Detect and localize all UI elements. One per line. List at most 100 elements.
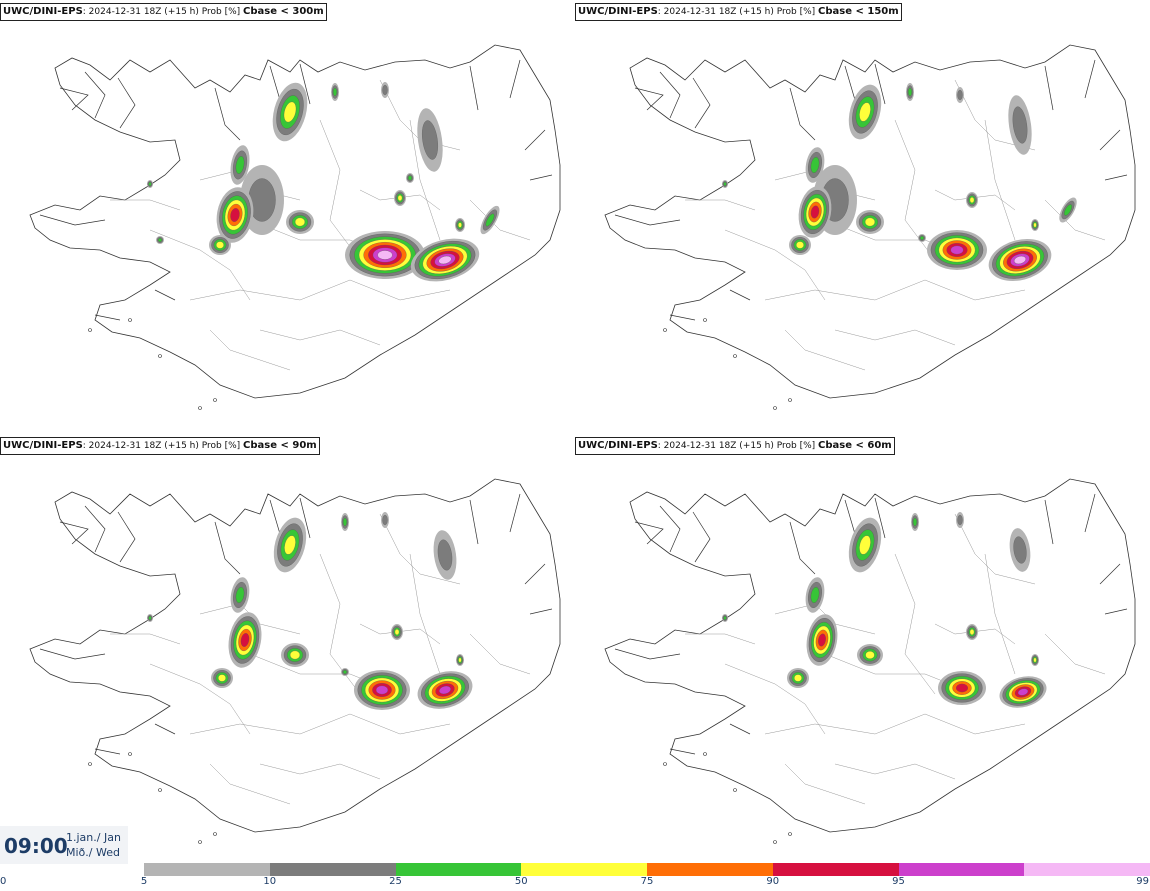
islet — [88, 328, 92, 332]
colorbar-segment — [772, 863, 899, 876]
probability-area — [148, 616, 152, 620]
probability-area — [920, 236, 924, 240]
probability-area — [218, 674, 226, 682]
colorbar-segment — [898, 863, 1025, 876]
fjord-line — [529, 608, 553, 615]
fjord-line — [154, 289, 176, 301]
region-boundary — [784, 329, 866, 371]
region-boundary — [409, 553, 441, 675]
islet — [213, 832, 217, 836]
islet — [158, 354, 162, 358]
probability-area — [810, 156, 820, 174]
fjord-line — [59, 87, 89, 111]
probability-area — [1013, 255, 1027, 265]
region-boundary — [409, 119, 441, 241]
cbase-threshold: Cbase < 90m — [243, 440, 317, 451]
fjord-line — [844, 65, 856, 101]
islet — [788, 832, 792, 836]
probability-area — [969, 629, 975, 635]
probability-area — [723, 182, 727, 186]
probability-area — [343, 517, 347, 527]
colorbar-tick-label: 95 — [892, 876, 905, 887]
fjord-line — [789, 521, 816, 575]
fjord-line — [509, 493, 521, 533]
valid-time: 09:00 — [4, 834, 68, 858]
fjord-line — [789, 87, 816, 141]
probability-area — [913, 517, 917, 527]
region-boundary — [1044, 199, 1106, 241]
fjord-line — [529, 174, 553, 181]
islet — [773, 406, 777, 410]
colorbar-segment — [647, 863, 774, 876]
fjord-line — [39, 648, 106, 660]
islet — [733, 788, 737, 792]
probability-area — [240, 633, 250, 647]
probability-area — [377, 250, 393, 260]
panel-title: UWC/DINI-EPS: 2024-12-31 18Z (+15 h) Pro… — [0, 3, 327, 21]
colorbar-tick-label: 25 — [389, 876, 402, 887]
probability-area — [408, 175, 412, 181]
map-panel-cbase-90: UWC/DINI-EPS: 2024-12-31 18Z (+15 h) Pro… — [0, 434, 575, 871]
islet — [788, 398, 792, 402]
fjord-line — [669, 314, 696, 321]
colorbar-tick-label: 0 — [0, 876, 7, 887]
region-boundary — [1044, 633, 1106, 675]
region-boundary — [764, 713, 1026, 735]
region-boundary — [764, 279, 1026, 301]
map-panel-cbase-150: UWC/DINI-EPS: 2024-12-31 18Z (+15 h) Pro… — [575, 0, 1150, 437]
fjord-line — [1104, 174, 1128, 181]
probability-area — [1063, 204, 1073, 216]
fjord-line — [154, 723, 176, 735]
probability-area — [333, 87, 337, 97]
probability-area — [216, 241, 224, 249]
islet — [703, 752, 707, 756]
fjord-line — [117, 77, 136, 129]
fjord-line — [469, 499, 479, 545]
region-boundary — [984, 553, 1016, 675]
colorbar-segment — [144, 863, 271, 876]
probability-area — [458, 657, 462, 663]
region-boundary — [894, 553, 936, 695]
fjord-line — [117, 511, 136, 563]
colorbar-segment — [1024, 863, 1150, 876]
fjord-line — [1099, 563, 1121, 585]
region-boundary — [189, 713, 451, 735]
islet — [88, 762, 92, 766]
probability-area — [148, 182, 152, 186]
islet — [198, 406, 202, 410]
islet — [128, 318, 132, 322]
fjord-line — [214, 87, 241, 141]
probability-area — [1017, 688, 1029, 696]
probability-area — [158, 238, 162, 242]
map-panel-cbase-300: UWC/DINI-EPS: 2024-12-31 18Z (+15 h) Pro… — [0, 0, 575, 437]
probability-area — [818, 633, 826, 647]
probability-area — [1033, 657, 1037, 663]
fjord-line — [524, 563, 546, 585]
fjord-line — [874, 497, 886, 539]
probability-area — [394, 629, 400, 635]
probability-area — [235, 586, 245, 604]
probability-area — [382, 84, 388, 96]
probability-area — [294, 217, 306, 227]
probability-area — [859, 535, 871, 555]
fjord-line — [1099, 129, 1121, 151]
fjord-line — [1044, 499, 1054, 545]
region-boundary — [784, 763, 866, 805]
probability-area — [438, 255, 452, 265]
fjord-line — [84, 71, 106, 119]
probability-area — [723, 616, 727, 620]
model-name: UWC/DINI-EPS — [3, 6, 83, 17]
run-info: : 2024-12-31 18Z (+15 h) Prob [%] — [82, 7, 241, 17]
fjord-line — [94, 748, 121, 755]
fjord-line — [729, 723, 751, 735]
region-boundary — [209, 329, 291, 371]
colorbar-tick-label: 5 — [140, 876, 148, 887]
region-boundary — [954, 513, 1036, 585]
region-boundary — [319, 119, 361, 261]
region-boundary — [379, 513, 461, 585]
probability-area — [230, 208, 240, 222]
iceland-map — [604, 478, 1136, 844]
colorbar-tick-label: 99 — [1136, 876, 1149, 887]
probability-area — [439, 685, 451, 695]
fjord-line — [84, 505, 106, 553]
